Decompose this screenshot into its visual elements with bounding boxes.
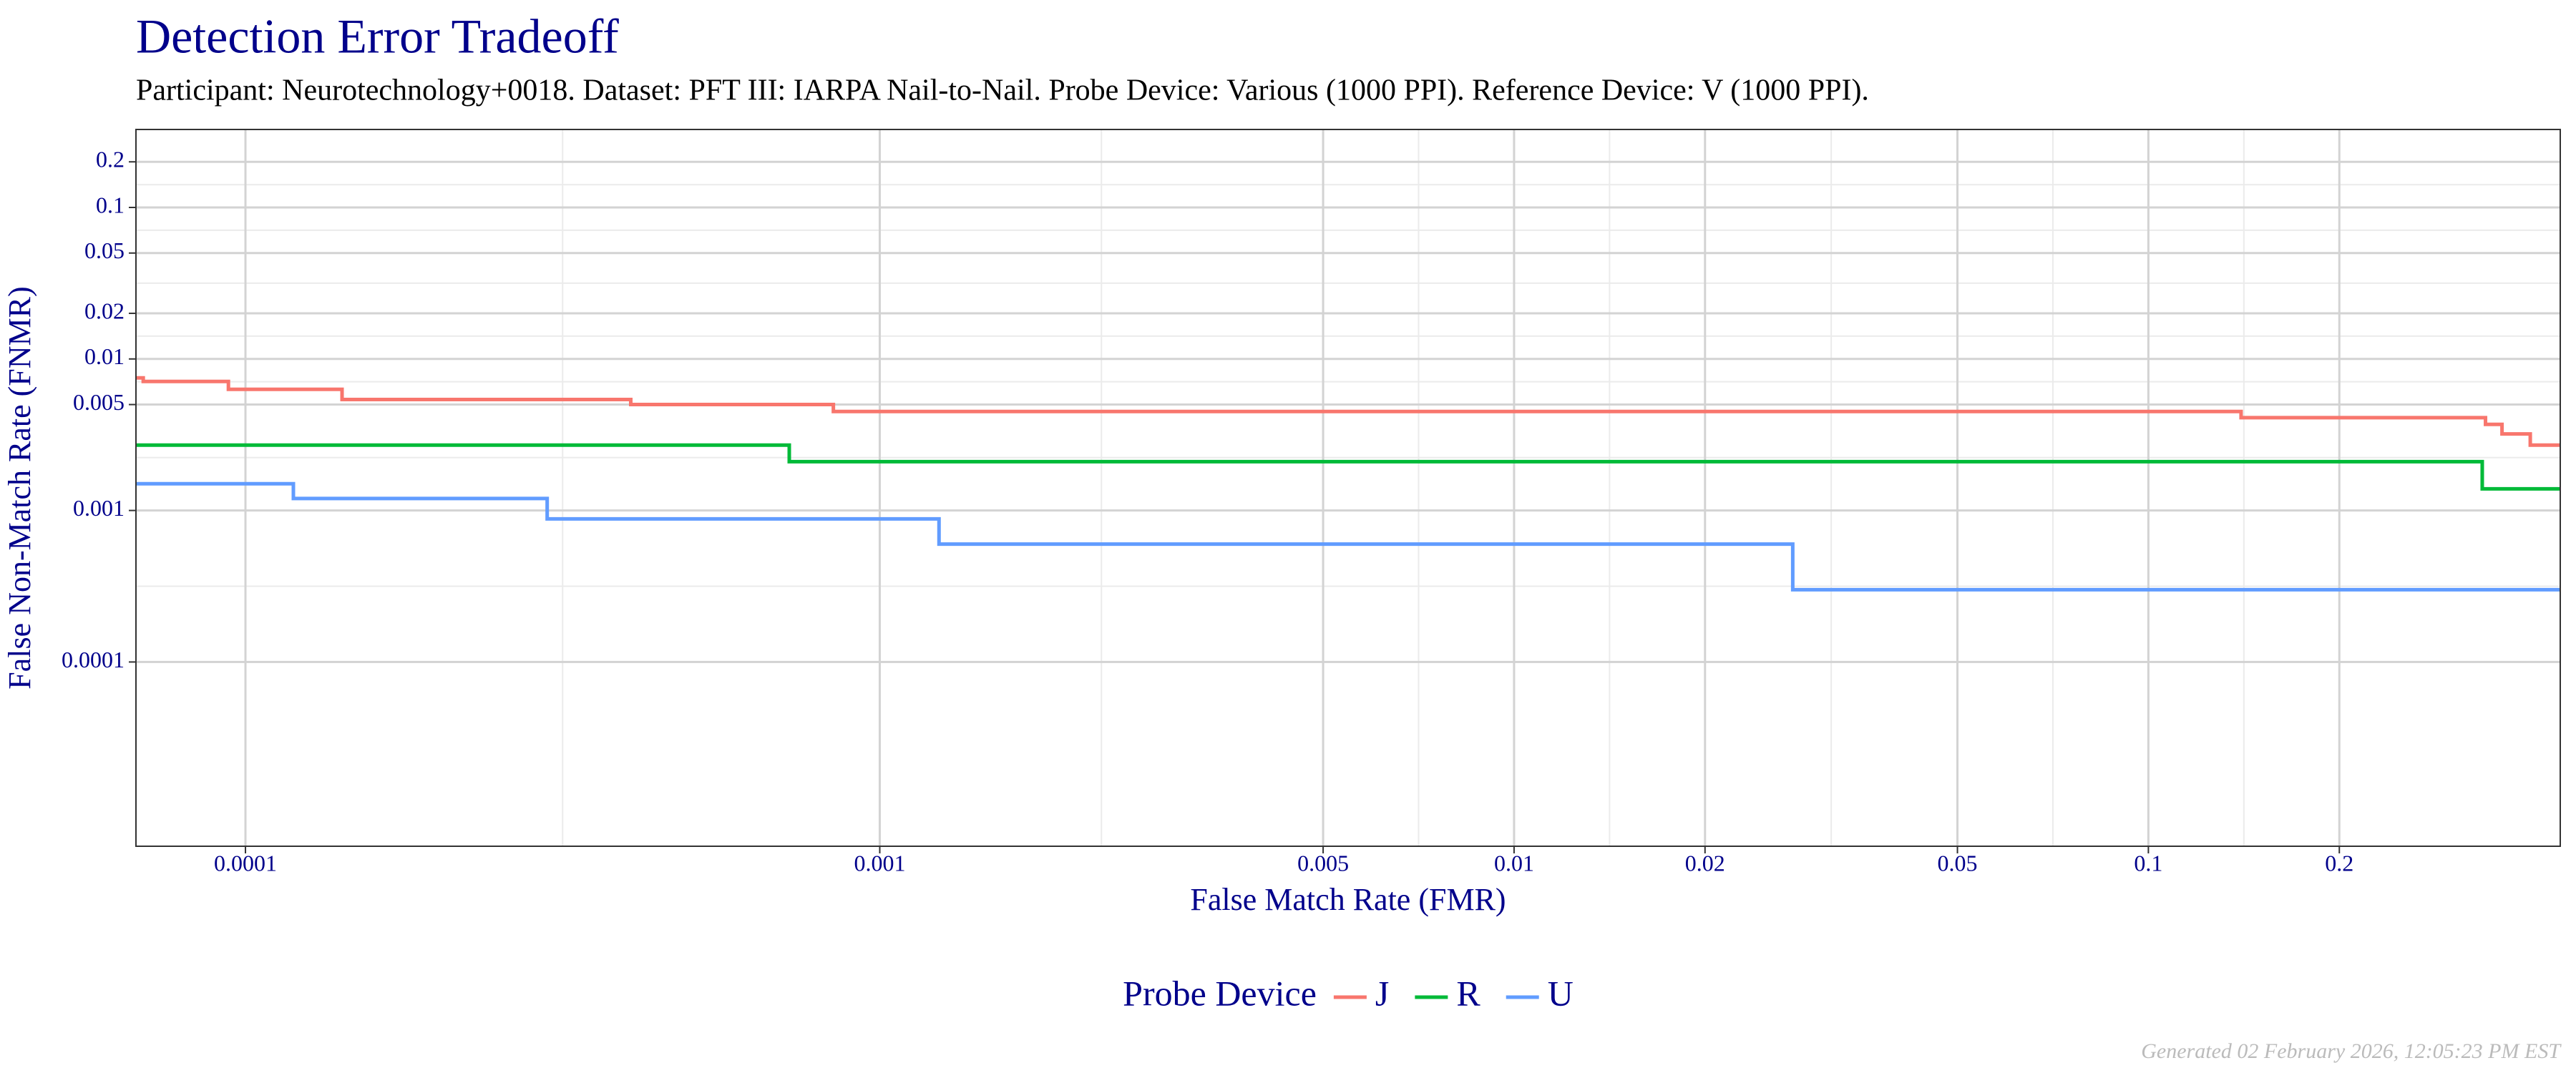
x-tick-label: 0.2 <box>2325 850 2353 876</box>
footer: Generated 02 February 2026, 12:05:23 PM … <box>2141 1039 2562 1063</box>
x-tick-label: 0.005 <box>1297 850 1349 876</box>
y-tick-label: 0.1 <box>96 192 125 217</box>
y-tick-label: 0.001 <box>73 495 125 521</box>
series-line <box>136 376 2560 447</box>
series-line <box>136 481 2560 592</box>
x-tick-label: 0.02 <box>1685 850 1725 876</box>
x-tick-label: 0.05 <box>1938 850 1978 876</box>
y-tick-label: 0.02 <box>84 298 125 323</box>
legend-label: J <box>1375 973 1389 1013</box>
y-tick-label: 0.005 <box>73 389 125 415</box>
x-axis-title: False Match Rate (FMR) <box>1190 882 1506 917</box>
x-tick-label: 0.0001 <box>214 850 277 876</box>
y-axis-title: False Non-Match Rate (FNMR) <box>2 286 37 689</box>
y-tick-label: 0.01 <box>84 343 125 369</box>
legend-label: R <box>1456 973 1480 1013</box>
legend-title: Probe Device <box>1123 973 1317 1013</box>
plot-border <box>135 129 2561 847</box>
x-tick-label: 0.01 <box>1494 850 1534 876</box>
y-tick-label: 0.05 <box>84 237 125 263</box>
y-tick-label: 0.0001 <box>62 647 125 672</box>
x-tick-label: 0.001 <box>854 850 905 876</box>
chart-subtitle: Participant: Neurotechnology+0018. Datas… <box>136 74 1869 107</box>
legend: Probe Device J R U <box>1123 973 1574 1013</box>
x-tick-label: 0.1 <box>2134 850 2162 876</box>
series-line <box>136 443 2560 491</box>
chart-title: Detection Error Tradeoff <box>136 9 619 64</box>
y-tick-label: 0.2 <box>96 147 125 172</box>
legend-label: U <box>1548 973 1574 1013</box>
plot-background <box>136 129 2560 846</box>
